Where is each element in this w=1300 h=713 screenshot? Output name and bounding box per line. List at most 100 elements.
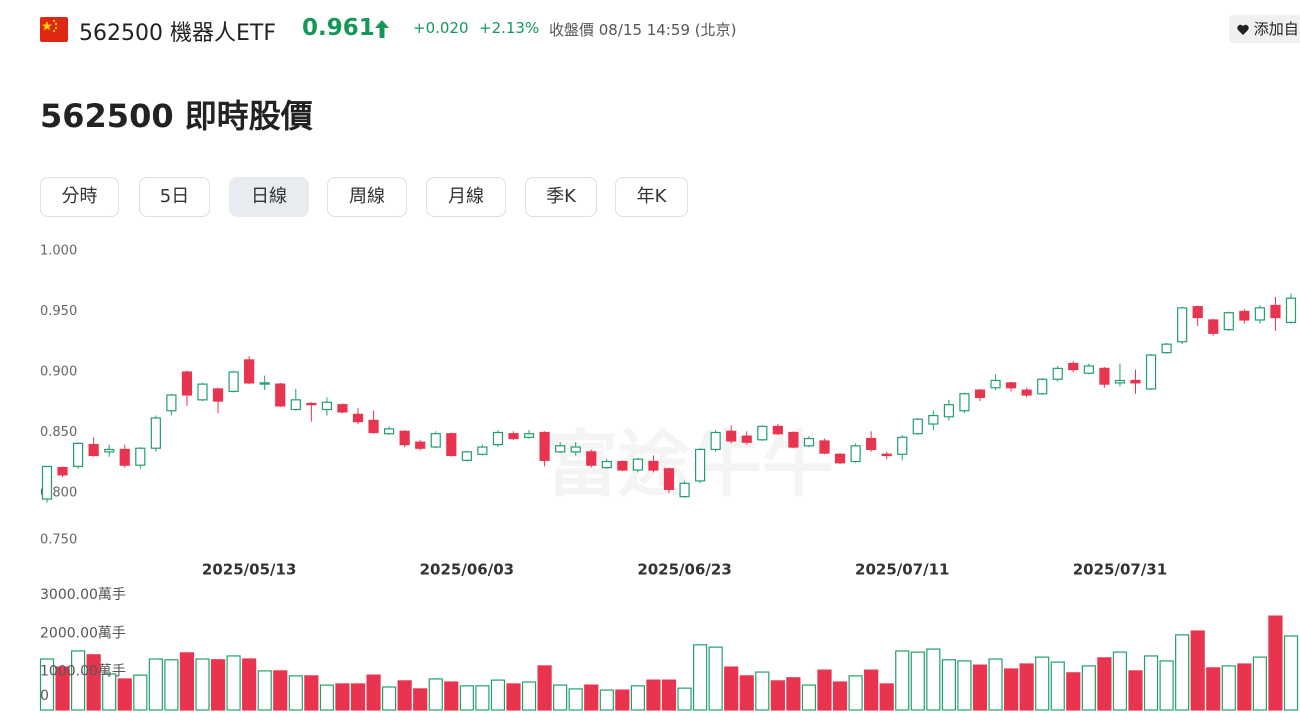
volume-tick-label: 3000.00萬手 <box>40 587 126 603</box>
candle-body <box>663 468 675 490</box>
candle-body <box>1285 297 1297 323</box>
volume-bar <box>1206 667 1221 711</box>
candle-body <box>1005 382 1017 389</box>
candle-body <box>570 446 581 453</box>
tab[interactable]: 月線 <box>426 177 506 217</box>
volume-bar <box>1128 670 1143 711</box>
candle-body <box>1099 367 1110 385</box>
volume-bar <box>926 648 941 711</box>
volume-bar <box>1252 656 1268 711</box>
volume-bar <box>273 670 288 711</box>
volume-bar <box>1190 630 1205 711</box>
volume-bar <box>692 644 708 711</box>
x-tick-label: 2025/06/03 <box>420 561 514 579</box>
candle-body <box>1130 379 1141 384</box>
candle-body <box>648 460 659 471</box>
volume-bar <box>521 681 537 711</box>
candle-body <box>290 399 301 411</box>
volume-bar <box>413 688 428 711</box>
candle-body <box>275 383 286 407</box>
watchlist-button[interactable]: 添加自 <box>1229 15 1300 43</box>
volume-bar <box>630 685 646 711</box>
tab[interactable]: 日線 <box>229 177 309 217</box>
volume-bar <box>832 681 848 711</box>
candle-body <box>1208 319 1219 334</box>
volume-bar <box>661 679 677 711</box>
volume-bar <box>895 650 910 711</box>
volume-bar <box>210 659 226 711</box>
volume-bar <box>195 658 210 711</box>
candle-body <box>1052 367 1063 380</box>
candle-body <box>430 433 441 448</box>
candle-body <box>881 453 892 457</box>
volume-bar <box>770 680 785 711</box>
candle-body <box>1192 306 1203 319</box>
candle-body <box>601 460 612 469</box>
volume-bar <box>257 670 272 711</box>
volume-bar <box>1081 665 1096 711</box>
volume-bar <box>304 675 319 711</box>
volume-bar <box>1066 672 1081 711</box>
candle-body <box>259 382 270 385</box>
volume-bar <box>288 675 303 711</box>
volume-bar <box>428 678 443 711</box>
volume-bar <box>786 677 801 711</box>
volume-bar <box>506 683 521 711</box>
up-arrow <box>375 20 389 38</box>
y-tick-label: 0.900 <box>40 365 77 380</box>
volume-bar <box>1097 657 1112 711</box>
candle-body <box>1270 304 1281 319</box>
candle-body <box>508 433 519 440</box>
volume-bar <box>39 658 55 711</box>
volume-bar <box>1159 660 1174 711</box>
candle-body <box>1021 389 1032 396</box>
volume-bar <box>133 674 148 711</box>
candle-body <box>1145 354 1157 390</box>
candle-body <box>321 401 332 411</box>
volume-bar <box>86 654 101 711</box>
change: +0.020 <box>413 19 469 37</box>
candle-body <box>679 482 690 498</box>
candle-body <box>819 440 830 454</box>
candle-body <box>850 445 861 463</box>
candle-body <box>803 437 815 447</box>
candle-body <box>1037 378 1048 395</box>
candle-body <box>197 383 208 401</box>
tab[interactable]: 分時 <box>40 177 119 217</box>
volume-bar <box>615 689 630 711</box>
candle-body <box>523 433 535 438</box>
volume-tick-label: 1000.00萬手 <box>40 664 126 680</box>
volume-bar <box>1035 656 1050 711</box>
x-tick-label: 2025/07/31 <box>1073 561 1167 579</box>
volume-bar <box>366 674 381 711</box>
candle-body <box>1161 343 1172 354</box>
candle-body <box>104 448 115 453</box>
candle-body <box>1114 379 1126 384</box>
volume-bar <box>1019 663 1034 711</box>
tab[interactable]: 年K <box>615 177 688 217</box>
volume-bar <box>677 687 692 711</box>
volume-bar <box>1268 615 1283 711</box>
candle-body <box>492 431 504 446</box>
volume-bar <box>910 651 925 711</box>
x-tick-label: 2025/06/23 <box>637 561 731 579</box>
y-tick-label: 0.850 <box>40 425 77 440</box>
candle-body <box>399 430 410 446</box>
candle-body <box>772 425 783 435</box>
candle-body <box>181 371 193 396</box>
tab[interactable]: 季K <box>525 177 597 217</box>
tab[interactable]: 5日 <box>139 177 210 217</box>
page-title: 562500 即時股價 <box>40 97 313 135</box>
volume-bar <box>553 684 568 711</box>
candle-body <box>352 413 364 423</box>
tab[interactable]: 周線 <box>327 177 407 217</box>
volume-bar <box>1283 635 1299 711</box>
volume-bar <box>148 658 163 711</box>
candle-body <box>41 465 53 500</box>
candle-body <box>632 458 644 471</box>
candle-body <box>119 448 130 466</box>
candle-body <box>135 447 146 466</box>
candle-body <box>617 460 628 471</box>
candle-body <box>415 441 426 449</box>
